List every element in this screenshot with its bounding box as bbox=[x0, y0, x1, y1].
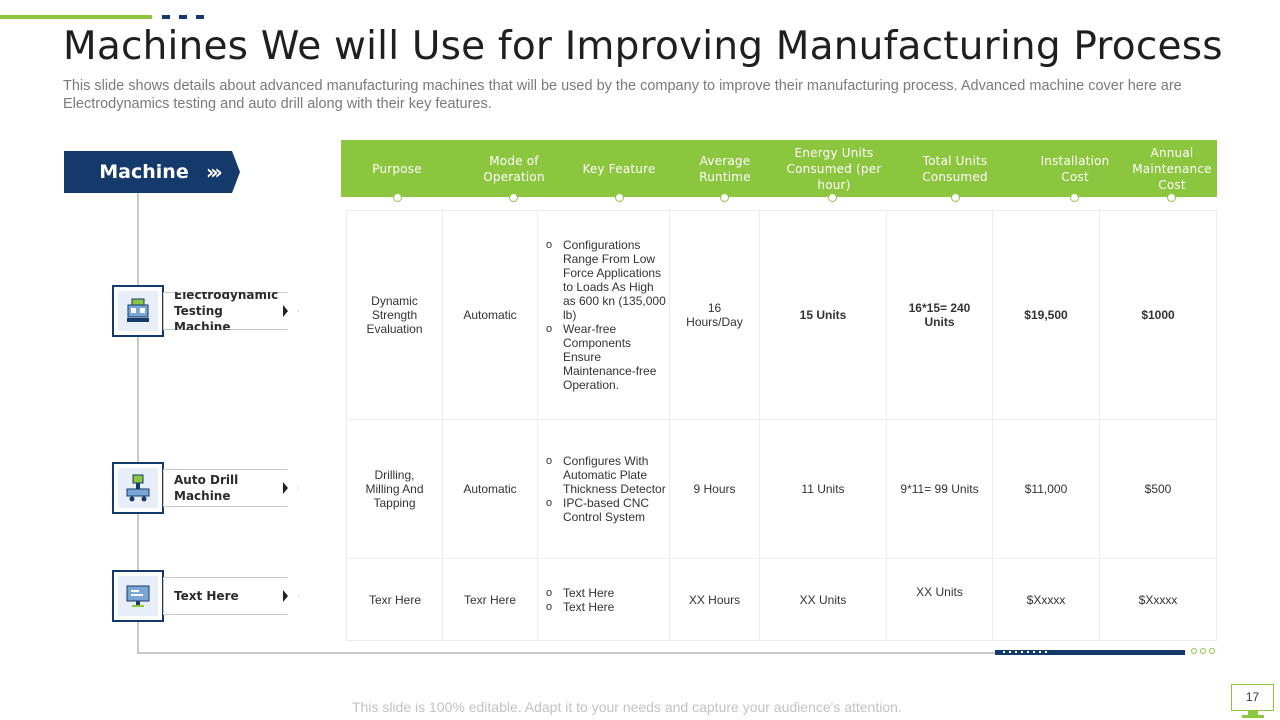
timeline-end-circles bbox=[1191, 648, 1215, 654]
auto-drill-icon bbox=[126, 474, 150, 502]
feature-item: Configurations Range From Low Force Appl… bbox=[543, 238, 667, 322]
machine-item-label: Auto Drill Machine bbox=[174, 473, 239, 503]
column-header: Average Runtime bbox=[699, 153, 751, 184]
table-cell-features: Configures With Automatic Plate Thicknes… bbox=[543, 420, 667, 558]
top-accent-line bbox=[0, 15, 152, 19]
machine-item-auto-drill[interactable]: Auto Drill Machine bbox=[163, 469, 299, 507]
testing-machine-icon bbox=[127, 298, 149, 322]
timeline-accent-dots bbox=[1003, 651, 1047, 653]
table-cell-maintenance: $Xxxxx bbox=[1138, 592, 1178, 607]
header-connector-dot bbox=[1070, 193, 1079, 202]
column-header: Key Feature bbox=[582, 161, 656, 176]
feature-item: Text Here bbox=[543, 600, 614, 614]
caret-right-icon bbox=[283, 590, 288, 602]
footer-note: This slide is 100% editable. Adapt it to… bbox=[352, 699, 902, 715]
machine-header-label: Machine bbox=[99, 161, 189, 183]
timeline-vertical-line bbox=[137, 193, 139, 653]
table-body: Dynamic Strength Evaluation Automatic Co… bbox=[346, 210, 1217, 641]
header-connector-dot bbox=[615, 193, 624, 202]
table-cell-total: XX Units bbox=[916, 585, 963, 599]
header-connector-dot bbox=[509, 193, 518, 202]
table-header: Purpose Mode of Operation Key Feature Av… bbox=[341, 140, 1217, 197]
header-connector-dot bbox=[720, 193, 729, 202]
page-number-stand bbox=[1248, 711, 1258, 715]
table-cell-runtime: XX Hours bbox=[688, 592, 741, 607]
table-cell-installation: $Xxxxx bbox=[1026, 592, 1066, 607]
caret-right-icon bbox=[283, 482, 288, 494]
machine-item-electrodynamic[interactable]: Electrodynamic Testing Machine bbox=[163, 292, 299, 330]
machine-item-label: Electrodynamic Testing Machine bbox=[174, 288, 279, 334]
table-cell-purpose: Dynamic Strength Evaluation bbox=[366, 294, 423, 336]
slide-subtitle: This slide shows details about advanced … bbox=[63, 78, 1182, 112]
top-accent-dots bbox=[162, 15, 204, 19]
feature-item: Configures With Automatic Plate Thicknes… bbox=[543, 454, 667, 496]
testing-machine-icon-box bbox=[112, 285, 164, 337]
table-cell-installation: $11,000 bbox=[1024, 482, 1068, 496]
table-cell-mode: Texr Here bbox=[463, 592, 516, 607]
table-cell-purpose: Drilling, Milling And Tapping bbox=[365, 468, 424, 510]
header-connector-dot bbox=[828, 193, 837, 202]
table-cell-total: 9*11= 99 Units bbox=[900, 482, 979, 496]
column-header: Purpose bbox=[372, 161, 422, 176]
header-connector-dot bbox=[951, 193, 960, 202]
table-cell-total: 16*15= 240 Units bbox=[908, 301, 971, 329]
table-cell-maintenance: $1000 bbox=[1141, 308, 1175, 322]
auto-drill-icon-box bbox=[112, 462, 164, 514]
page-number: 17 bbox=[1231, 684, 1274, 711]
machine-header-tag: Machine bbox=[64, 151, 240, 193]
timeline-horizontal-line bbox=[137, 652, 995, 654]
table-cell-mode: Automatic bbox=[463, 482, 517, 496]
caret-right-icon bbox=[283, 305, 288, 317]
column-header: Mode of Operation bbox=[483, 153, 545, 184]
table-cell-energy: 15 Units bbox=[799, 308, 847, 322]
monitor-icon bbox=[126, 585, 150, 607]
table-cell-energy: 11 Units bbox=[801, 482, 845, 496]
machine-item-text-here[interactable]: Text Here bbox=[163, 577, 299, 615]
feature-item: Text Here bbox=[543, 586, 614, 600]
table-cell-installation: $19,500 bbox=[1024, 308, 1068, 322]
table-cell-purpose: Texr Here bbox=[368, 592, 421, 607]
table-cell-energy: XX Units bbox=[799, 592, 847, 607]
page-number-base bbox=[1242, 715, 1264, 718]
header-connector-dot bbox=[1167, 193, 1176, 202]
monitor-icon-box bbox=[112, 570, 164, 622]
table-cell-features: Configurations Range From Low Force Appl… bbox=[543, 211, 667, 419]
column-header: Installation Cost bbox=[1040, 153, 1110, 184]
feature-item: IPC-based CNC Control System bbox=[543, 496, 667, 524]
slide-title: Machines We will Use for Improving Manuf… bbox=[63, 24, 1223, 69]
table-cell-mode: Automatic bbox=[463, 308, 517, 322]
table-cell-runtime: 16 Hours/Day bbox=[686, 301, 743, 329]
chevron-right-icon: ››› bbox=[206, 160, 223, 184]
timeline-accent-bar bbox=[995, 650, 1185, 655]
header-connector-dot bbox=[393, 193, 402, 202]
feature-item: Wear-free Components Ensure Maintenance-… bbox=[543, 322, 667, 392]
table-cell-maintenance: $500 bbox=[1144, 482, 1172, 496]
column-header: Energy Units Consumed (per hour) bbox=[786, 145, 882, 192]
table-cell-runtime: 9 Hours bbox=[693, 482, 736, 496]
machine-item-label: Text Here bbox=[174, 589, 239, 603]
table-cell-features: Text Here Text Here bbox=[543, 559, 667, 640]
column-header: Total Units Consumed bbox=[922, 153, 988, 184]
column-header: Annual Maintenance Cost bbox=[1132, 145, 1212, 192]
